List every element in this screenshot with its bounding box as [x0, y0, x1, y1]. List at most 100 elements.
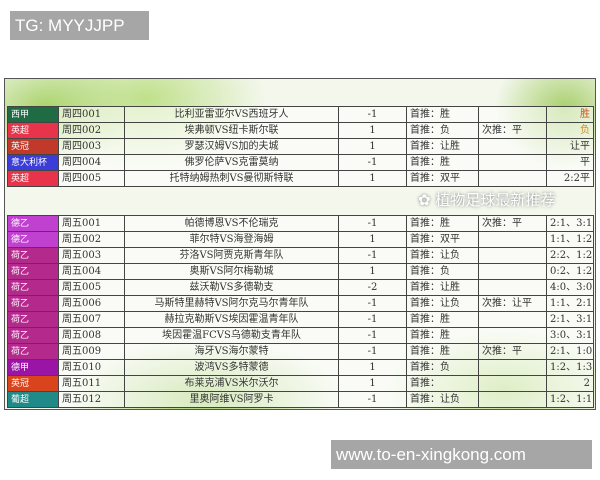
cell-result: 2:1、3:1 — [546, 311, 594, 328]
table-row: 荷乙 周五004 奥斯VS阿尔梅勒城 1 首推：负 0:2、1:2 — [7, 263, 594, 280]
cell-handicap: -1 — [338, 391, 407, 408]
cell-league: 英冠 — [7, 138, 59, 155]
cell-league: 德乙 — [7, 215, 59, 232]
cell-match: 埃弗顿VS纽卡斯尔联 — [124, 122, 339, 139]
table-row: 荷乙 周五009 海牙VS海尔蒙特 -1 首推：胜 次推：平 2:1、1:0 — [7, 343, 594, 360]
cell-code: 周五003 — [58, 247, 125, 264]
cell-handicap: 1 — [338, 231, 407, 248]
table-row: 西甲 周四001 比利亚雷亚尔VS西班牙人 -1 首推：胜 胜 — [7, 106, 594, 123]
watermark-top: TG: MYYJJPP — [10, 11, 149, 40]
cell-league: 英超 — [7, 122, 59, 139]
cell-code: 周五010 — [58, 359, 125, 376]
table-row: 英冠 周四003 罗瑟汉姆VS加的夫城 1 首推：让胜 让平 — [7, 138, 594, 155]
cell-match: 托特纳姆热刺VS曼彻斯特联 — [124, 170, 339, 187]
cell-pick1: 首推：让负 — [406, 391, 479, 408]
cell-result: 4:0、3:0 — [546, 279, 594, 296]
cell-handicap: -1 — [338, 343, 407, 360]
cell-pick1: 首推：双平 — [406, 170, 479, 187]
cell-pick2: 次推：平 — [478, 215, 547, 232]
cell-result: 2:1、1:0 — [546, 343, 594, 360]
cell-pick2 — [478, 154, 547, 171]
cell-league: 德甲 — [7, 359, 59, 376]
cell-result: 平 — [546, 154, 594, 171]
watermark-bottom: www.to-en-xingkong.com — [331, 440, 592, 469]
cell-league: 意大利杯 — [7, 154, 59, 171]
cell-league: 荷乙 — [7, 279, 59, 296]
cell-match: 帕德博恩VS不伦瑞克 — [124, 215, 339, 232]
cell-pick1: 首推：胜 — [406, 154, 479, 171]
cell-code: 周五005 — [58, 279, 125, 296]
cell-match: 赫拉克勒斯VS埃因霍温青年队 — [124, 311, 339, 328]
cell-match: 布莱克浦VS米尔沃尔 — [124, 375, 339, 392]
cell-result: 2:2平 — [546, 170, 594, 187]
cell-pick1: 首推：负 — [406, 359, 479, 376]
cell-handicap: -1 — [338, 247, 407, 264]
cell-code: 周五009 — [58, 343, 125, 360]
cell-pick2 — [478, 106, 547, 123]
cell-handicap: 1 — [338, 263, 407, 280]
cell-result: 2:2、1:2 — [546, 247, 594, 264]
cell-code: 周四005 — [58, 170, 125, 187]
cell-match: 埃因霍温FCVS乌德勒支青年队 — [124, 327, 339, 344]
table-row: 葡超 周五012 里奥阿维VS阿罗卡 -1 首推：让负 1:2、1:1 — [7, 391, 594, 408]
cell-match: 佛罗伦萨VS克雷莫纳 — [124, 154, 339, 171]
cell-league: 荷乙 — [7, 343, 59, 360]
cell-code: 周五002 — [58, 231, 125, 248]
cell-pick2 — [478, 375, 547, 392]
cell-code: 周四003 — [58, 138, 125, 155]
cell-handicap: 1 — [338, 122, 407, 139]
cell-league: 英冠 — [7, 375, 59, 392]
cell-pick2 — [478, 327, 547, 344]
cell-code: 周五001 — [58, 215, 125, 232]
cell-handicap: -2 — [338, 279, 407, 296]
cell-pick2 — [478, 263, 547, 280]
cell-league: 葡超 — [7, 391, 59, 408]
friday-table: 德乙 周五001 帕德博恩VS不伦瑞克 -1 首推：胜 次推：平 2:1、3:1 德乙 周五00… — [7, 215, 594, 408]
cell-pick2 — [478, 311, 547, 328]
cell-handicap: -1 — [338, 106, 407, 123]
cell-pick1: 首推：胜 — [406, 343, 479, 360]
cell-pick2: 次推：平 — [478, 122, 547, 139]
cell-result: 负 — [546, 122, 594, 139]
cell-pick2: 次推：平 — [478, 343, 547, 360]
cell-result: 3:0、3:1 — [546, 327, 594, 344]
cell-league: 荷乙 — [7, 311, 59, 328]
cell-result: 让平 — [546, 138, 594, 155]
cell-match: 菲尔特VS海登海姆 — [124, 231, 339, 248]
thursday-table: 西甲 周四001 比利亚雷亚尔VS西班牙人 -1 首推：胜胜英超 周四002 埃弗顿VS纽卡… — [7, 106, 594, 187]
cell-pick1: 首推：胜 — [406, 106, 479, 123]
table-row: 德乙 周五001 帕德博恩VS不伦瑞克 -1 首推：胜 次推：平 2:1、3:1 — [7, 215, 594, 232]
overlay-text: 植物足球最新推荐 — [435, 191, 556, 209]
table-row: 荷乙 周五006 马斯特里赫特VS阿尔克马尔青年队 -1 首推：让负 次推：让平 1:1、2… — [7, 295, 594, 312]
overlay-watermark: ✿ 植物足球最新推荐 — [418, 191, 555, 209]
cell-pick1: 首推：负 — [406, 263, 479, 280]
cell-pick1: 首推：让胜 — [406, 138, 479, 155]
predictions-image: 西甲 周四001 比利亚雷亚尔VS西班牙人 -1 首推：胜胜英超 周四002 埃弗顿VS纽卡… — [4, 78, 596, 410]
cell-match: 马斯特里赫特VS阿尔克马尔青年队 — [124, 295, 339, 312]
cell-league: 英超 — [7, 170, 59, 187]
cell-pick1: 首推：负 — [406, 122, 479, 139]
cell-handicap: -1 — [338, 215, 407, 232]
cell-pick2 — [478, 391, 547, 408]
cell-pick1: 首推：胜 — [406, 311, 479, 328]
cell-result: 胜 — [546, 106, 594, 123]
cell-code: 周五012 — [58, 391, 125, 408]
table-row: 英冠 周五011 布莱克浦VS米尔沃尔 1 首推： 2 — [7, 375, 594, 392]
cell-result: 0:2、1:2 — [546, 263, 594, 280]
cell-code: 周四001 — [58, 106, 125, 123]
cell-code: 周五006 — [58, 295, 125, 312]
cell-league: 荷乙 — [7, 295, 59, 312]
cell-pick1: 首推：双平 — [406, 231, 479, 248]
cell-handicap: -1 — [338, 295, 407, 312]
cell-code: 周五008 — [58, 327, 125, 344]
cell-match: 罗瑟汉姆VS加的夫城 — [124, 138, 339, 155]
table-row: 德甲 周五010 波鸿VS多特蒙德 1 首推：负 1:2、1:3 — [7, 359, 594, 376]
cell-match: 里奥阿维VS阿罗卡 — [124, 391, 339, 408]
cell-pick1: 首推：让负 — [406, 247, 479, 264]
cell-pick2 — [478, 359, 547, 376]
cell-pick1: 首推：让胜 — [406, 279, 479, 296]
table-row: 意大利杯 周四004 佛罗伦萨VS克雷莫纳 -1 首推：胜 平 — [7, 154, 594, 171]
cell-result: 1:2、1:3 — [546, 359, 594, 376]
cell-handicap: 1 — [338, 138, 407, 155]
cell-league: 荷乙 — [7, 327, 59, 344]
